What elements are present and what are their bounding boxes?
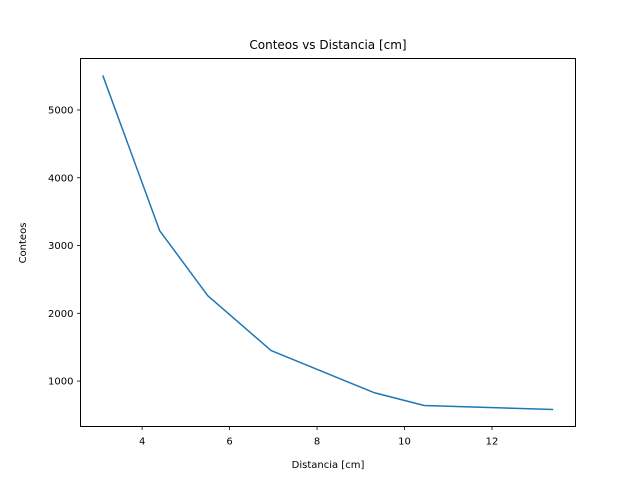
x-tick-label: 6 <box>226 437 232 448</box>
x-axis-ticks: 4 6 8 10 12 <box>139 426 499 448</box>
plot-area <box>102 75 554 411</box>
x-tick-label: 12 <box>486 437 499 448</box>
y-tick-label: 5000 <box>48 106 73 117</box>
y-tick-label: 4000 <box>48 173 73 184</box>
y-tick-label: 3000 <box>48 241 73 252</box>
chart-title: Conteos vs Distancia [cm] <box>249 38 406 52</box>
x-tick-label: 4 <box>139 437 145 448</box>
y-axis-ticks: 1000 2000 3000 4000 5000 <box>48 106 81 388</box>
y-axis-label: Conteos <box>18 223 29 264</box>
y-tick-label: 1000 <box>48 377 73 388</box>
x-tick-label: 10 <box>398 437 411 448</box>
axes-frame <box>80 58 576 427</box>
y-tick-label: 2000 <box>48 309 73 320</box>
series-line-0 <box>102 75 554 411</box>
x-axis-label: Distancia [cm] <box>292 460 365 471</box>
x-tick-label: 8 <box>314 437 320 448</box>
